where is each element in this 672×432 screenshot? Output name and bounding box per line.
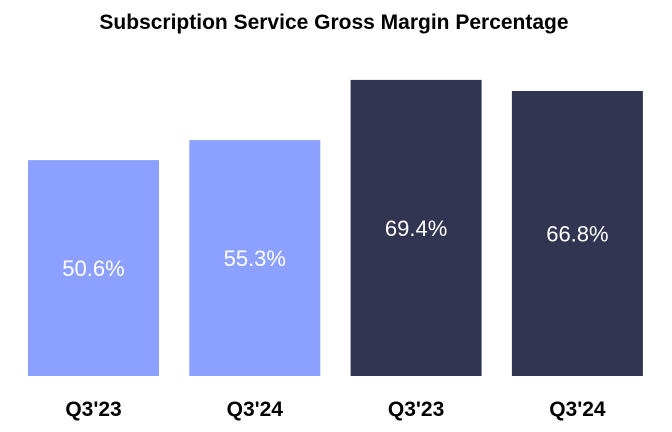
bar-value-label-1: 50.6%: [62, 256, 124, 281]
x-tick-label-1: Q3'23: [65, 398, 121, 421]
bar-value-label-4: 66.8%: [546, 222, 608, 247]
value-labels-group: 50.6% 55.3% 69.4% 66.8%: [62, 216, 608, 281]
bar-3: [350, 79, 482, 377]
bar-1: [28, 160, 159, 376]
bar-value-label-2: 55.3%: [224, 246, 286, 271]
chart-title: Subscription Service Gross Margin Percen…: [99, 11, 568, 34]
x-tick-label-3: Q3'23: [388, 398, 444, 421]
bar-value-label-3: 69.4%: [385, 216, 447, 241]
bar-4: [511, 91, 643, 376]
bars-group: [28, 79, 643, 377]
bar-2: [189, 140, 321, 376]
x-tick-label-2: Q3'24: [227, 398, 284, 421]
x-tick-label-4: Q3'24: [549, 398, 606, 421]
x-tick-labels-group: Q3'23 Q3'24 Q3'23 Q3'24: [65, 398, 606, 421]
